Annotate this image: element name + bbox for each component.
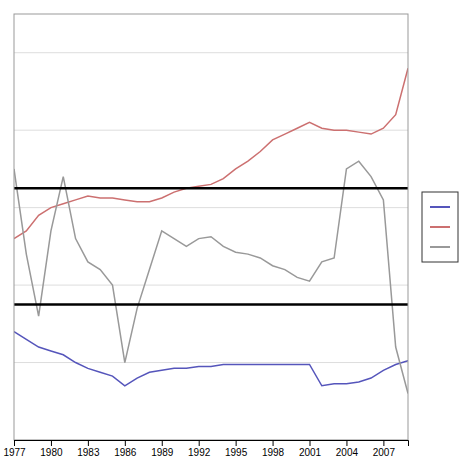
tick-mark bbox=[236, 440, 237, 446]
marks bbox=[14, 68, 408, 393]
x-axis: 1977 1980 1983 1986 1989 1992 1995 1998 2001 2004… bbox=[3, 440, 408, 458]
tick-mark bbox=[346, 440, 347, 446]
tick: 2004 bbox=[336, 440, 359, 458]
tick-label: 1989 bbox=[151, 447, 174, 458]
grid-line bbox=[14, 52, 408, 53]
tick: 1986 bbox=[114, 440, 137, 458]
plot: 1977 1980 1983 1986 1989 1992 1995 1998 2001 2004… bbox=[3, 14, 408, 458]
chart: 1977 1980 1983 1986 1989 1992 1995 1998 2001 2004… bbox=[0, 0, 474, 474]
tick-label: 1980 bbox=[40, 447, 63, 458]
tick: 1983 bbox=[77, 440, 100, 458]
tick-label: 2007 bbox=[373, 447, 396, 458]
legend bbox=[422, 192, 458, 262]
axis-line bbox=[15, 441, 409, 447]
legend-swatch bbox=[430, 206, 450, 208]
legend-swatch bbox=[430, 226, 450, 228]
series-line bbox=[14, 161, 408, 393]
tick-label: 1983 bbox=[77, 447, 100, 458]
grid-line bbox=[14, 362, 408, 363]
plot-frame bbox=[14, 14, 408, 440]
tick-label: 1986 bbox=[114, 447, 137, 458]
grid-line bbox=[14, 285, 408, 286]
reference-line bbox=[14, 187, 408, 190]
tick: 2007 bbox=[373, 440, 396, 458]
tick: 1989 bbox=[151, 440, 174, 458]
series-line bbox=[14, 68, 408, 238]
tick: 1992 bbox=[188, 440, 211, 458]
grid bbox=[14, 53, 408, 440]
tick-mark bbox=[88, 440, 89, 446]
tick-mark bbox=[162, 440, 163, 446]
tick-mark bbox=[310, 440, 311, 446]
tick: 1998 bbox=[262, 440, 285, 458]
tick: 2001 bbox=[299, 440, 322, 458]
tick-mark bbox=[273, 440, 274, 446]
grid-line bbox=[14, 207, 408, 208]
tick: 1995 bbox=[225, 440, 248, 458]
tick-label: 1992 bbox=[188, 447, 211, 458]
tick: 1980 bbox=[40, 440, 63, 458]
tick-label: 2001 bbox=[299, 447, 322, 458]
tick-mark bbox=[199, 440, 200, 446]
series-line bbox=[14, 332, 408, 386]
tick-mark bbox=[14, 440, 15, 446]
tick-label: 1998 bbox=[262, 447, 285, 458]
legend-swatch bbox=[430, 246, 450, 248]
tick-label: 1995 bbox=[225, 447, 248, 458]
tick-mark bbox=[125, 440, 126, 446]
tick-mark bbox=[383, 440, 384, 446]
legend-box bbox=[422, 192, 458, 262]
tick: 1977 bbox=[3, 440, 26, 458]
tick-label: 1977 bbox=[3, 447, 26, 458]
reference-line bbox=[14, 303, 408, 306]
tick-label: 2004 bbox=[336, 447, 359, 458]
tick-mark bbox=[51, 440, 52, 446]
